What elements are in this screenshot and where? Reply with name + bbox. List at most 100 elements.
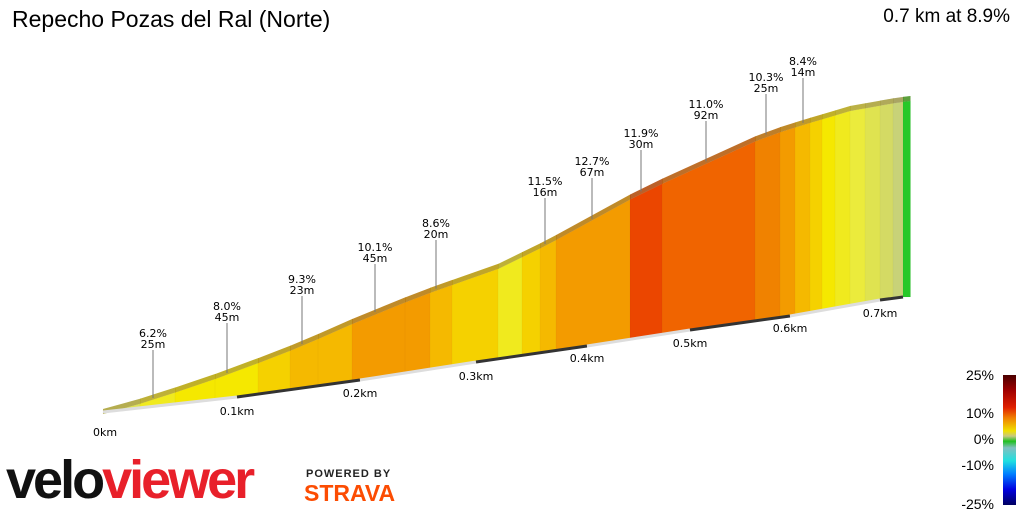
profile-segment <box>794 122 811 316</box>
profile-top-shade <box>755 127 781 142</box>
profile-top-surface <box>405 287 431 303</box>
profile-top-shade <box>540 234 557 249</box>
profile-segment <box>864 105 881 303</box>
profile-top-surface <box>140 387 176 404</box>
legend-label: 0% <box>973 431 994 447</box>
x-tick-label: 0.6km <box>773 322 808 335</box>
x-tick-label: 0.7km <box>863 307 898 320</box>
profile-segment <box>892 101 904 299</box>
profile-top-surface <box>452 263 499 286</box>
annotation-length: 92m <box>694 109 719 122</box>
profile-top-shade <box>452 263 499 286</box>
annotation-length: 14m <box>791 66 816 79</box>
profile-top-shade <box>318 318 353 340</box>
profile-segment <box>849 107 866 306</box>
profile-top-surface <box>893 96 904 104</box>
profile-segment <box>429 284 453 370</box>
annotation-length: 45m <box>215 311 240 324</box>
profile-top-surface <box>556 194 631 241</box>
x-tick-label: 0km <box>93 426 117 439</box>
annotation-gradient: 12.7% <box>575 155 610 168</box>
profile-top-shade <box>258 345 291 364</box>
profile-top-surface <box>850 103 866 111</box>
legend-label: -10% <box>961 457 994 473</box>
profile-top-shade <box>880 98 894 106</box>
profile-top-surface <box>880 98 894 106</box>
profile-top-shade <box>850 103 866 111</box>
profile-top-shade <box>498 252 523 269</box>
profile-top-shade <box>430 279 453 293</box>
profile-top-shade <box>822 110 836 120</box>
profile-segment <box>661 140 756 335</box>
annotation-gradient: 9.3% <box>288 273 316 286</box>
annotation-gradient: 11.5% <box>528 175 563 188</box>
profile-top-shade <box>630 178 663 200</box>
x-tick-label: 0.1km <box>220 405 255 418</box>
page-title: Repecho Pozas del Ral (Norte) <box>12 6 331 32</box>
profile-top-surface <box>903 96 911 102</box>
annotation-length: 23m <box>290 284 315 297</box>
profile-top-surface <box>865 100 881 109</box>
profile-segment <box>351 301 406 382</box>
profile-top-surface <box>540 234 557 249</box>
x-tick-label: 0.4km <box>570 352 605 365</box>
profile-top-shade <box>556 194 631 241</box>
profile-segment <box>629 183 663 340</box>
profile-top-surface <box>810 114 823 123</box>
annotation-length: 67m <box>580 166 605 179</box>
distance-scale-bar <box>102 395 238 414</box>
profile-top-surface <box>662 136 756 184</box>
profile-top-surface <box>522 243 541 258</box>
profile-segment <box>779 127 796 318</box>
profile-top-shade <box>810 114 823 123</box>
gradient-legend-bar <box>1003 375 1016 505</box>
profile-segment <box>879 102 894 301</box>
annotation-gradient: 8.6% <box>422 217 450 230</box>
annotation-length: 45m <box>363 252 388 265</box>
profile-segment <box>555 198 631 351</box>
profile-top-surface <box>780 122 796 133</box>
x-tick-label: 0.3km <box>459 370 494 383</box>
annotation-gradient: 11.9% <box>624 127 659 140</box>
distance-scale-bar <box>475 344 588 364</box>
profile-top-surface <box>498 252 523 269</box>
profile-top-surface <box>352 297 406 325</box>
profile-top-shade <box>780 122 796 133</box>
profile-top-surface <box>822 110 836 120</box>
profile-segment <box>754 131 781 322</box>
profile-top-shade <box>175 373 216 393</box>
annotation-length: 25m <box>141 338 166 351</box>
profile-top-surface <box>630 178 663 200</box>
powered-by-text: POWERED BY <box>306 468 392 480</box>
legend-label: 25% <box>965 367 994 383</box>
profile-top-surface <box>215 358 259 380</box>
annotation-gradient: 11.0% <box>689 98 724 111</box>
profile-top-shade <box>662 136 756 184</box>
distance-scale-bar <box>236 378 361 399</box>
profile-segment <box>834 110 851 309</box>
climb-summary: 0.7 km at 8.9% <box>883 6 1010 27</box>
legend-label: -25% <box>961 496 994 512</box>
profile-top-shade <box>290 333 319 351</box>
distance-scale-bar <box>359 360 477 382</box>
profile-top-surface <box>175 373 216 393</box>
annotation-length: 30m <box>629 138 654 151</box>
distance-scale-bar <box>789 298 881 318</box>
profile-segment <box>451 268 499 367</box>
profile-top-shade <box>893 96 904 104</box>
profile-segment <box>821 114 836 311</box>
annotation-gradient: 10.1% <box>358 241 393 254</box>
profile-top-surface <box>755 127 781 142</box>
profile-top-surface <box>290 333 319 351</box>
profile-top-shade <box>835 105 851 116</box>
profile-top-shade <box>352 297 406 325</box>
profile-segment <box>497 256 523 360</box>
profile-top-shade <box>140 387 176 404</box>
profile-top-surface <box>430 279 453 293</box>
x-tick-label: 0.5km <box>673 337 708 350</box>
profile-segment <box>902 100 911 298</box>
profile-top-surface <box>258 345 291 364</box>
profile-top-shade <box>903 96 911 102</box>
annotation-length: 25m <box>754 82 779 95</box>
